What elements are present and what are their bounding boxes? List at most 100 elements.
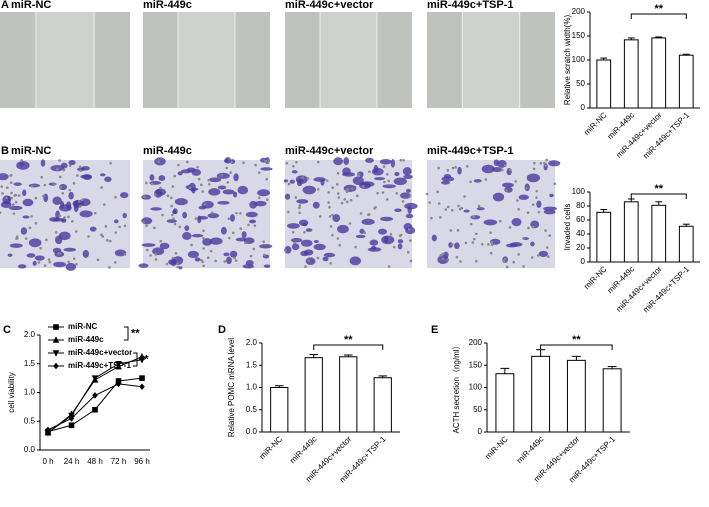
cell [297,181,303,187]
pore [532,167,536,171]
cell [8,205,23,211]
pore [9,174,12,177]
x-tick-label: miR-NC [582,264,609,291]
pore [108,239,112,243]
cell [0,173,9,181]
pore [345,189,349,192]
pore [387,265,391,268]
cell [431,234,437,242]
cell [52,217,66,222]
pore [343,198,347,201]
pore [150,182,154,186]
legend-label: miR-NC [68,322,98,331]
pore [142,221,145,224]
marker [115,380,122,388]
x-tick-label: miR-449c [288,435,319,466]
pore [67,260,70,264]
cell [397,239,404,244]
pore [336,237,340,240]
cell [333,157,344,166]
pore [235,211,238,215]
marker [92,406,98,413]
pore [15,235,19,238]
pore [439,253,443,257]
pore [185,160,189,164]
bar [678,225,694,263]
significance-label: ** [131,327,140,339]
pore [545,158,549,162]
cell [17,264,27,269]
pore [487,243,490,246]
pore [257,171,261,174]
pore [409,259,413,263]
pore [283,248,287,252]
pore [298,204,302,207]
pore [244,241,247,245]
cell [20,227,28,235]
y-tick-label: 0.5 [246,405,258,414]
image-title: miR-NC [11,0,51,11]
pore [100,186,103,189]
pore [336,172,340,175]
pore [398,234,402,238]
y-tick-label: 20 [576,243,585,252]
y-tick-label: 60 [576,215,585,224]
pore [157,160,161,163]
cell [122,212,127,219]
pore [145,181,148,185]
image-title: miR-449c [143,145,192,157]
cell [104,176,112,183]
pore [327,201,330,204]
cell [543,206,558,211]
cell [141,243,156,247]
cell [343,157,350,165]
pore [504,164,507,167]
pore [386,198,389,201]
pore [145,248,149,252]
y-tick-label: 200 [469,338,483,347]
pore [202,264,205,268]
pore [335,183,339,186]
pore [5,196,8,200]
cell [184,225,190,231]
pore [100,233,103,237]
cell [526,173,540,183]
pore [123,224,127,228]
pore [10,191,13,195]
significance-bracket [540,344,613,350]
pore [172,217,175,221]
pore [545,246,549,249]
cell [34,255,45,261]
pore [178,225,182,229]
pore [48,260,51,264]
pore [14,200,18,204]
marker [92,392,98,399]
pore [114,195,117,199]
cell [399,192,411,199]
y-tick-label: 40 [576,229,585,238]
marker [91,375,99,382]
panel-letter: D [218,324,226,336]
x-tick-label: 0 h [42,457,53,466]
legend-label: miR-449c+vector [68,348,132,357]
pore [78,200,81,203]
pore [328,215,332,218]
pore [441,257,445,261]
cell [201,200,214,209]
cell [373,177,386,181]
pore [247,223,250,227]
pore [197,177,201,181]
marker [68,422,75,429]
pore [327,191,330,194]
pore [356,194,359,198]
cell [172,210,177,215]
pore [228,236,231,240]
pore [201,190,205,193]
pore [96,258,100,262]
pore [526,211,530,215]
pore [455,255,459,259]
pore [374,205,377,209]
cell [518,194,529,200]
cell [259,244,273,249]
